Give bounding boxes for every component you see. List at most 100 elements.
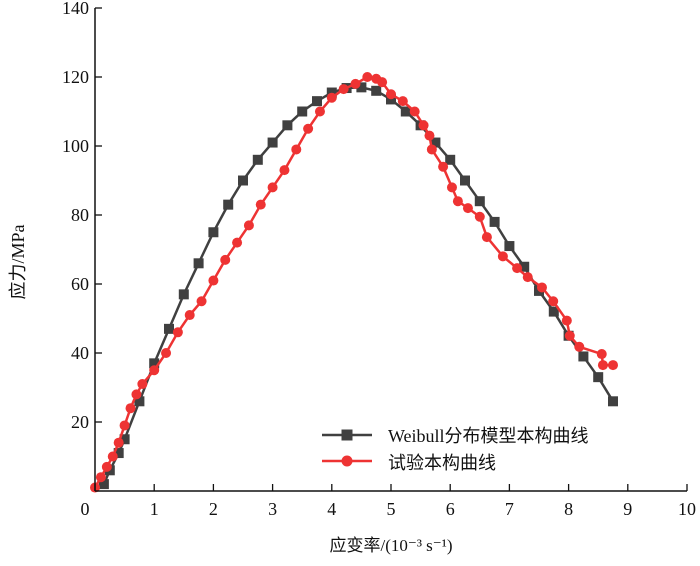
- legend-item-test: 试验本构曲线: [322, 453, 496, 473]
- legend-item-weibull: Weibull分布模型本构曲线: [322, 426, 589, 446]
- data-point-circle: [314, 106, 325, 117]
- data-point-circle: [561, 315, 572, 326]
- data-point-square: [238, 175, 248, 186]
- data-point-circle: [522, 272, 533, 283]
- x-tick-label: 6: [446, 499, 455, 519]
- series-test: [90, 72, 618, 493]
- data-point-circle: [119, 420, 130, 431]
- data-point-square: [113, 448, 124, 459]
- data-point-circle: [536, 282, 547, 293]
- y-tick-label: 80: [71, 205, 89, 225]
- data-point-square: [460, 175, 470, 186]
- data-point-square: [371, 85, 382, 96]
- legend-marker-circle: [341, 455, 353, 467]
- series-line: [102, 86, 615, 485]
- data-point-square: [193, 258, 204, 269]
- data-point-square: [149, 358, 160, 369]
- data-point-circle: [267, 182, 278, 193]
- data-point-circle: [220, 254, 231, 265]
- data-point-square: [356, 82, 367, 93]
- x-tick-label: 8: [564, 499, 573, 519]
- x-tick-label: 7: [505, 499, 514, 519]
- x-tick-label: 4: [327, 499, 336, 519]
- data-point-circle: [481, 232, 492, 243]
- y-tick-label: 120: [62, 67, 89, 87]
- plot-marks: [90, 72, 618, 493]
- data-point-square: [297, 106, 308, 117]
- x-tick-label: 9: [623, 499, 632, 519]
- data-point-square: [119, 434, 130, 445]
- data-point-circle: [350, 78, 361, 89]
- data-point-circle: [397, 96, 408, 107]
- x-axis-label: 应变率/(10⁻³ s⁻¹): [329, 536, 452, 555]
- data-point-circle: [131, 389, 142, 400]
- data-point-circle: [125, 403, 136, 414]
- data-point-circle: [409, 106, 420, 117]
- data-point-square: [252, 154, 263, 165]
- data-point-square: [430, 137, 441, 148]
- data-point-square: [164, 323, 174, 334]
- data-point-square: [504, 241, 515, 252]
- data-point-square: [134, 396, 145, 407]
- y-tick-label: 60: [71, 274, 89, 294]
- data-point-circle: [255, 199, 266, 210]
- x-tick-label: 1: [150, 499, 159, 519]
- x-tick-label: 2: [209, 499, 218, 519]
- data-point-circle: [597, 360, 608, 371]
- data-point-square: [445, 154, 456, 165]
- y-tick-label: 40: [71, 343, 89, 363]
- data-point-circle: [438, 161, 449, 172]
- legend-label-weibull: Weibull分布模型本构曲线: [388, 426, 589, 446]
- legend: Weibull分布模型本构曲线 试验本构曲线: [322, 426, 589, 473]
- data-point-circle: [172, 327, 183, 338]
- data-point-circle: [338, 84, 349, 95]
- data-point-circle: [426, 144, 437, 155]
- data-point-circle: [362, 72, 373, 82]
- data-point-circle: [196, 296, 207, 307]
- data-point-square: [386, 94, 396, 105]
- data-point-circle: [548, 296, 559, 307]
- data-point-square: [474, 196, 485, 207]
- data-point-square: [519, 261, 530, 272]
- data-point-circle: [574, 341, 585, 352]
- data-point-circle: [596, 349, 607, 360]
- x-tick-label: 5: [387, 499, 396, 519]
- data-point-circle: [452, 196, 463, 207]
- x-tick-label: 10: [678, 499, 696, 519]
- data-point-square: [608, 396, 618, 407]
- legend-marker-square: [341, 429, 353, 441]
- data-point-circle: [564, 330, 575, 341]
- data-point-square: [312, 96, 322, 107]
- data-point-circle: [424, 130, 435, 141]
- data-point-square: [208, 227, 219, 238]
- data-point-square: [223, 199, 234, 210]
- data-point-circle: [107, 451, 118, 462]
- data-point-square: [178, 289, 189, 300]
- data-point-circle: [291, 144, 302, 155]
- data-point-square: [326, 87, 337, 98]
- data-point-square: [548, 306, 559, 317]
- data-point-circle: [149, 365, 160, 376]
- y-tick-label: 140: [62, 0, 89, 18]
- data-point-circle: [418, 120, 429, 131]
- y-tick-label: 20: [71, 412, 89, 432]
- data-point-circle: [326, 92, 337, 103]
- data-point-circle: [608, 360, 618, 371]
- data-point-circle: [512, 263, 523, 274]
- data-point-square: [578, 351, 589, 362]
- data-point-circle: [386, 89, 396, 100]
- data-point-square: [267, 137, 278, 148]
- data-point-circle: [113, 437, 124, 448]
- data-point-circle: [137, 379, 148, 390]
- data-point-square: [282, 120, 293, 131]
- x-tick-label: 0: [81, 499, 90, 519]
- axis-ticks: 0 1 2 3 4 5 6 7 8 9 10 20 40 60 80 100 120 140: [62, 0, 696, 519]
- data-point-circle: [208, 275, 219, 286]
- data-point-square: [400, 106, 411, 117]
- data-point-circle: [474, 211, 485, 222]
- data-point-circle: [101, 461, 112, 472]
- data-point-circle: [232, 237, 243, 248]
- data-point-circle: [243, 220, 254, 231]
- data-point-circle: [462, 203, 473, 214]
